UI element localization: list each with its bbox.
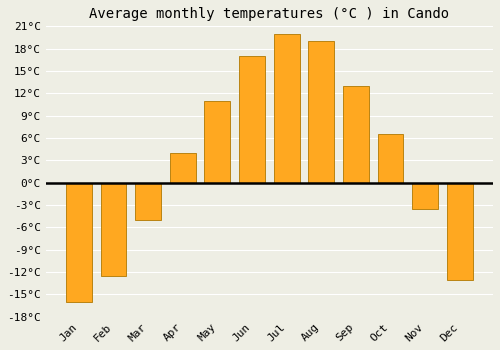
Bar xyxy=(446,183,472,280)
Bar xyxy=(66,183,92,302)
Bar xyxy=(378,134,404,183)
Bar xyxy=(343,86,369,183)
Bar xyxy=(308,41,334,183)
Bar xyxy=(239,56,265,183)
Bar xyxy=(204,101,231,183)
Title: Average monthly temperatures (°C ) in Cando: Average monthly temperatures (°C ) in Ca… xyxy=(89,7,450,21)
Bar xyxy=(100,183,126,276)
Bar xyxy=(412,183,438,209)
Bar xyxy=(170,153,196,183)
Bar xyxy=(274,34,299,183)
Bar xyxy=(135,183,161,220)
